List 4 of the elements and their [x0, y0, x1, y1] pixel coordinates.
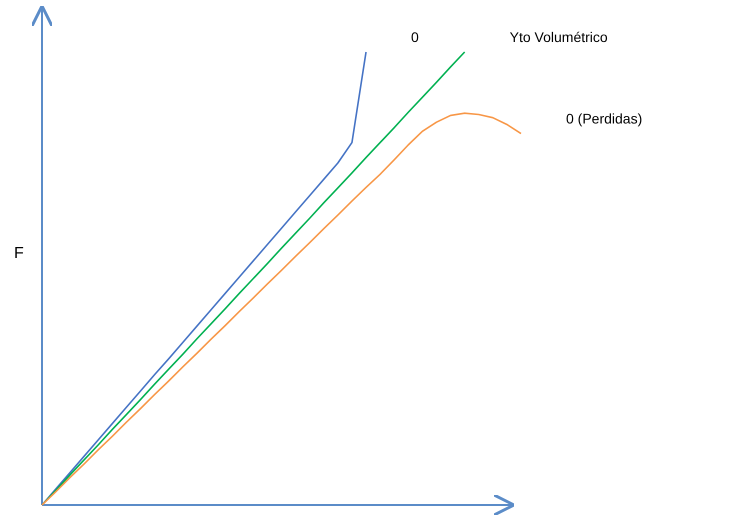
text: Yto Volumétrico [510, 29, 608, 45]
text: 0 [411, 29, 420, 45]
text: 0 (Perdidas) [566, 110, 642, 127]
y-axis-title: F [14, 245, 24, 262]
